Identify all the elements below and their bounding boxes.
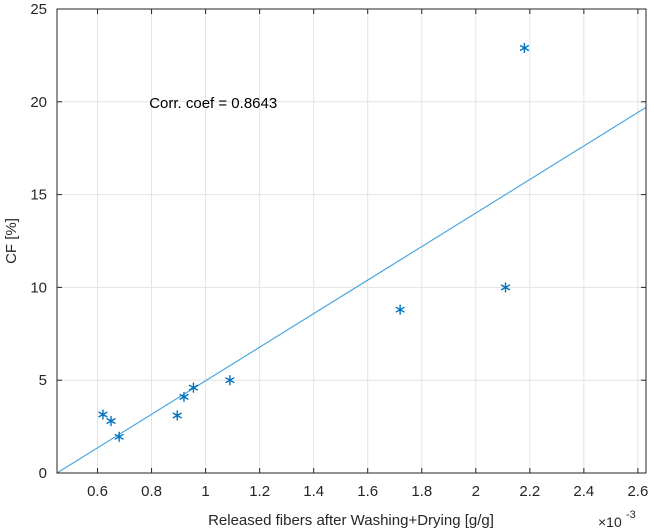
x-exponent-base: ×10	[598, 514, 622, 530]
y-tick-label: 25	[30, 1, 47, 18]
x-tick-label: 1.8	[411, 483, 432, 500]
x-tick-label: 2	[472, 483, 480, 500]
data-point-asterisk	[114, 431, 124, 443]
corr-coef-annotation: Corr. coef = 0.8643	[149, 95, 277, 112]
asterisk-stroke	[106, 418, 116, 424]
x-tick-label: 1.4	[303, 483, 324, 500]
data-points	[98, 42, 530, 443]
asterisk-stroke	[172, 412, 182, 419]
regression-line	[56, 106, 647, 474]
y-tick-label: 0	[39, 465, 47, 482]
y-axis-label: CF [%]	[3, 218, 20, 264]
x-tick-label: 0.8	[141, 483, 162, 500]
y-tick-label: 10	[30, 279, 47, 296]
asterisk-stroke	[519, 45, 530, 51]
x-tick-label: 2.2	[519, 483, 540, 500]
data-point-asterisk	[395, 304, 405, 315]
asterisk-stroke	[188, 384, 199, 391]
x-tick-label: 0.6	[87, 483, 108, 500]
fit-line-group	[56, 106, 647, 474]
data-point-asterisk	[98, 409, 108, 420]
y-tick-label: 15	[30, 187, 47, 204]
asterisk-stroke	[500, 284, 511, 291]
data-point-asterisk	[519, 42, 530, 54]
x-tick-label: 1	[201, 483, 209, 500]
data-point-asterisk	[172, 410, 182, 421]
data-point-asterisk	[106, 415, 116, 427]
x-tick-label: 1.6	[357, 483, 378, 500]
x-tick-label: 2.6	[627, 483, 648, 500]
data-point-asterisk	[179, 391, 189, 403]
x-tick-label: 2.4	[573, 483, 594, 500]
x-axis-label: Released fibers after Washing+Drying [g/…	[208, 512, 494, 529]
data-point-asterisk	[225, 375, 235, 386]
asterisk-stroke	[114, 433, 124, 440]
y-tick-label: 5	[39, 372, 47, 389]
asterisk-stroke	[395, 306, 405, 313]
x-tick-group: 0.6 0.8 1 1.2 1.4 1.6 1.8 2 2.2 2.4 2.6	[87, 9, 648, 500]
x-tick-label: 1.2	[249, 483, 270, 500]
plot-frame	[56, 8, 647, 474]
data-point-asterisk	[500, 282, 511, 293]
data-point-asterisk	[188, 382, 199, 393]
plot-area	[57, 9, 646, 473]
asterisk-stroke	[98, 411, 108, 418]
x-exponent-power: -3	[626, 509, 636, 521]
asterisk-stroke	[179, 393, 189, 400]
y-tick-label: 20	[30, 94, 47, 111]
asterisk-stroke	[225, 377, 235, 384]
